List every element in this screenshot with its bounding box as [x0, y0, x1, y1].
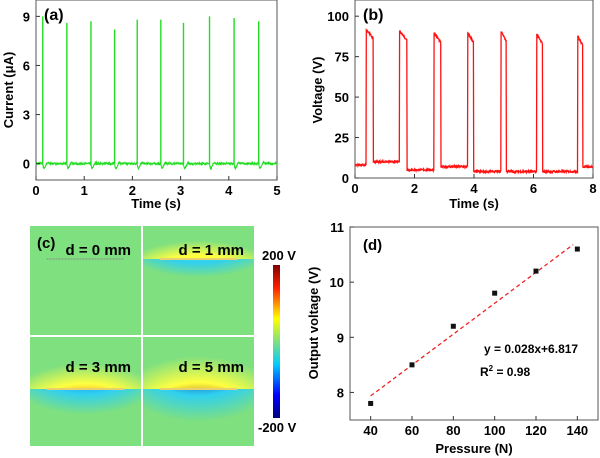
map-label: d = 1 mm — [179, 242, 244, 259]
x-tick-label: 100 — [484, 423, 506, 438]
x-tick-label: 1 — [81, 183, 88, 198]
current-baseline-line — [35, 160, 278, 171]
panel-label: (c) — [37, 235, 55, 252]
r-squared: R2 = 0.98 — [480, 364, 530, 379]
y-tick-label: 11 — [330, 220, 344, 235]
x-axis-label: Time (s) — [131, 196, 181, 211]
y-tick-label: 0 — [342, 171, 349, 186]
y-tick-label: 75 — [335, 50, 349, 65]
panel-c-potential-maps: d = 0 mm d = 1 mm d = 3 mm d = 5 mm (c) 200… — [30, 226, 297, 446]
map-background — [30, 226, 141, 335]
data-point — [492, 290, 498, 296]
voltage-line — [354, 28, 594, 175]
potential-map-1mm — [143, 226, 254, 335]
map-label: d = 3 mm — [66, 359, 131, 376]
x-tick-label: 5 — [273, 183, 280, 198]
x-tick-label: 8 — [589, 181, 596, 196]
negative-potential-region — [143, 259, 254, 290]
data-point — [450, 323, 456, 329]
x-tick-label: 4 — [470, 181, 478, 196]
x-axis-label: Pressure (N) — [435, 441, 512, 456]
plot-frame — [35, 0, 278, 181]
potential-map-0mm — [30, 226, 141, 335]
y-tick-label: 100 — [327, 9, 349, 24]
panel-label: (b) — [363, 7, 383, 24]
x-tick-label: 3 — [177, 183, 184, 198]
positive-potential-region — [30, 346, 141, 389]
y-tick-label: 6 — [23, 58, 30, 73]
potential-map-3mm — [30, 337, 141, 446]
y-tick-label: 25 — [335, 131, 349, 146]
plot-frame — [349, 226, 599, 421]
y-axis-label: Current (μA) — [1, 52, 16, 129]
positive-potential-region — [143, 228, 254, 259]
data-point — [409, 362, 415, 368]
colorbar-min-label: -200 V — [258, 420, 297, 435]
potential-map-5mm — [143, 337, 254, 446]
panel-a-current: 0 1 2 3 4 5 0 3 6 9 (a) Time (s) Current (μA) — [1, 0, 281, 211]
x-tick-label: 0 — [32, 183, 39, 198]
y-axis-label: Output voltage (V) — [306, 267, 321, 380]
fit-line — [370, 244, 574, 397]
data-point — [368, 400, 374, 406]
x-tick-label: 6 — [530, 181, 537, 196]
map-label: d = 5 mm — [179, 359, 244, 376]
x-tick-label: 2 — [129, 183, 136, 198]
positive-potential-region — [143, 337, 254, 389]
y-axis-label: Voltage (V) — [310, 57, 325, 124]
x-tick-label: 60 — [405, 423, 419, 438]
panel-d-pressure: 40 60 80 100 120 140 8 9 10 11 (d) y = 0.028x+6.8… — [306, 220, 599, 456]
y-tick-label: 9 — [23, 9, 30, 24]
y-tick-label: 50 — [335, 90, 349, 105]
panel-b-voltage: 0 2 4 6 8 0 25 50 75 100 (b) Time (s) Voltage (V) — [310, 0, 597, 211]
x-tick-label: 40 — [363, 423, 377, 438]
x-tick-label: 140 — [566, 423, 588, 438]
y-tick-label: 8 — [337, 385, 344, 400]
negative-potential-region — [143, 389, 254, 444]
x-tick-label: 0 — [351, 181, 358, 196]
y-tick-label: 10 — [330, 275, 344, 290]
y-tick-label: 9 — [337, 330, 344, 345]
x-tick-label: 120 — [525, 423, 547, 438]
y-tick-label: 0 — [23, 157, 30, 172]
data-point — [533, 268, 539, 274]
x-tick-label: 2 — [411, 181, 418, 196]
map-label: d = 0 mm — [66, 242, 131, 259]
colorbar — [273, 265, 280, 418]
negative-potential-region — [30, 389, 141, 432]
x-axis-label: Time (s) — [449, 196, 499, 211]
fit-equation: y = 0.028x+6.817 — [484, 342, 578, 356]
colorbar-max-label: 200 V — [262, 248, 296, 263]
x-tick-label: 4 — [225, 183, 233, 198]
panel-label: (d) — [363, 237, 382, 254]
x-tick-label: 80 — [446, 423, 460, 438]
data-point — [574, 246, 580, 252]
y-tick-label: 3 — [23, 108, 30, 123]
panel-label: (a) — [44, 7, 64, 24]
